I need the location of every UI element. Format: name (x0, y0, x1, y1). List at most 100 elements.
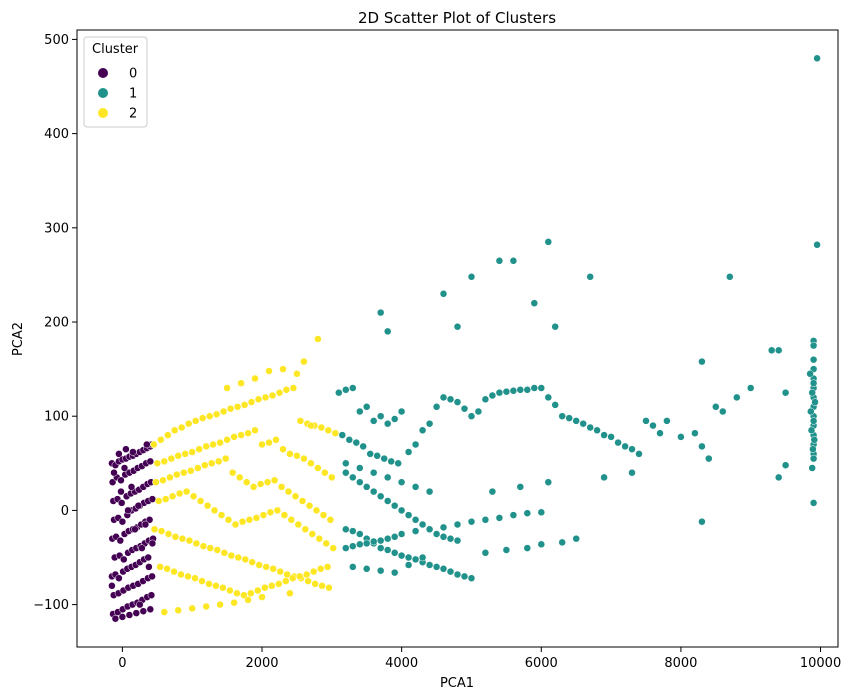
data-point (206, 544, 215, 552)
data-point (174, 606, 182, 615)
data-point (146, 457, 155, 466)
data-point (263, 478, 272, 486)
data-point (237, 431, 245, 439)
data-point (187, 467, 195, 475)
data-point (115, 450, 123, 458)
data-point (453, 322, 462, 331)
data-point (195, 445, 203, 453)
data-point (254, 586, 262, 595)
data-point (551, 322, 559, 331)
chart-title: 2D Scatter Plot of Clusters (358, 9, 556, 27)
data-point (231, 520, 240, 529)
data-point (272, 436, 280, 444)
data-point (159, 476, 167, 485)
data-point (467, 574, 476, 582)
data-point (488, 487, 497, 496)
data-point (129, 448, 137, 456)
data-point (300, 454, 308, 463)
data-point (767, 346, 776, 355)
data-point (307, 421, 315, 430)
data-point (593, 426, 601, 435)
data-point (136, 600, 144, 609)
data-point (404, 561, 413, 569)
data-point (356, 540, 364, 549)
data-point (163, 565, 171, 573)
data-point (418, 426, 427, 435)
data-point (166, 473, 174, 482)
data-point (240, 591, 248, 599)
data-point (316, 565, 325, 573)
data-point (184, 419, 193, 428)
data-point (314, 464, 322, 472)
data-point (219, 407, 228, 416)
data-point (453, 520, 462, 529)
data-point (383, 534, 392, 543)
data-point (108, 582, 116, 590)
data-point (495, 514, 504, 522)
data-point (635, 450, 643, 458)
data-point (191, 574, 199, 582)
y-axis-ticks: −100 0 100 200 300 400 500 (33, 33, 77, 613)
data-point (209, 440, 217, 449)
data-point (579, 419, 587, 428)
data-point (210, 506, 219, 515)
data-point (397, 407, 406, 416)
data-point (226, 586, 234, 595)
data-point (807, 407, 815, 416)
data-point (275, 580, 283, 588)
data-point (223, 436, 231, 444)
data-point (237, 379, 245, 387)
data-point (160, 457, 169, 466)
data-point (270, 476, 279, 485)
x-axis-label: PCA1 (440, 676, 474, 691)
data-point (110, 468, 118, 477)
data-point (376, 544, 385, 552)
data-point (425, 525, 434, 534)
data-point (227, 551, 236, 560)
data-point (446, 534, 455, 543)
data-point (203, 501, 212, 510)
data-point (781, 388, 790, 397)
data-point (698, 357, 706, 366)
data-point (726, 273, 734, 281)
y-tick-label: 200 (44, 316, 69, 331)
data-point (366, 450, 374, 458)
data-point (404, 448, 413, 456)
x-tick-label: 2000 (245, 656, 278, 671)
data-point (223, 384, 231, 392)
data-point (148, 572, 156, 581)
data-point (301, 525, 310, 534)
data-point (565, 414, 573, 422)
data-point (359, 442, 367, 451)
data-point (809, 379, 818, 387)
data-point (523, 386, 532, 394)
data-point (308, 530, 317, 538)
data-point (191, 417, 200, 425)
data-point (383, 497, 392, 505)
data-point (460, 572, 469, 581)
data-point (516, 386, 525, 394)
plot-border (76, 29, 839, 648)
data-point (266, 508, 275, 517)
data-point (516, 483, 525, 491)
data-points (108, 54, 821, 623)
data-point (495, 257, 504, 265)
data-point (241, 555, 250, 564)
data-point (809, 355, 818, 364)
data-point (663, 417, 671, 425)
data-point (544, 393, 553, 402)
data-point (269, 565, 277, 573)
data-point (311, 580, 319, 588)
legend-label: 1 (129, 87, 137, 102)
data-point (397, 506, 406, 515)
data-point (383, 473, 392, 482)
data-point (558, 412, 566, 420)
data-point (376, 566, 385, 575)
data-point (230, 598, 238, 607)
data-point (116, 536, 125, 545)
data-point (523, 544, 532, 552)
data-point (302, 570, 311, 579)
data-point (453, 398, 462, 406)
data-point (607, 433, 615, 441)
data-point (621, 442, 629, 451)
